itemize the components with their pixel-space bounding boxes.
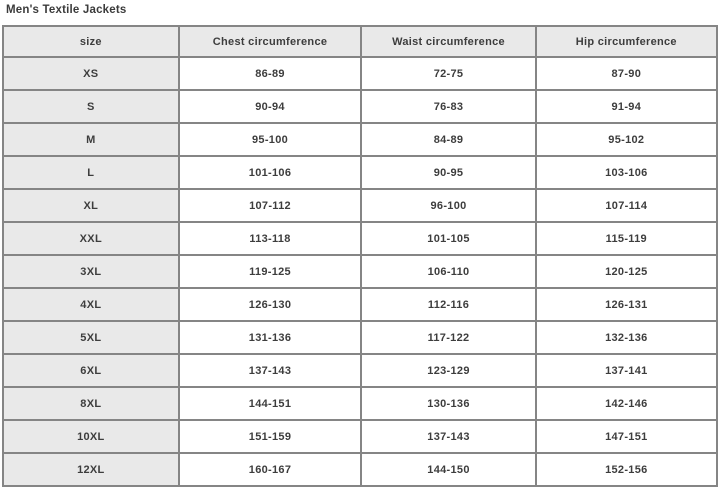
hip-cell: 126-131 xyxy=(534,287,719,322)
table-row: 10XL 151-159 137-143 147-151 xyxy=(2,419,719,454)
size-cell: 5XL xyxy=(2,320,180,355)
page-title: Men's Textile Jackets xyxy=(6,4,127,16)
table-row: 12XL 160-167 144-150 152-156 xyxy=(2,452,719,487)
waist-cell: 130-136 xyxy=(360,386,537,421)
table-header: size Chest circumference Waist circumfer… xyxy=(2,25,719,58)
waist-cell: 84-89 xyxy=(360,122,537,157)
size-cell: 8XL xyxy=(2,386,180,421)
table-row: XS 86-89 72-75 87-90 xyxy=(2,56,719,91)
size-cell: 10XL xyxy=(2,419,180,454)
waist-cell: 72-75 xyxy=(360,56,537,91)
chest-cell: 119-125 xyxy=(177,254,363,289)
table-row: 4XL 126-130 112-116 126-131 xyxy=(2,287,719,322)
waist-cell: 123-129 xyxy=(360,353,537,388)
waist-cell: 96-100 xyxy=(360,188,537,223)
table-row: 6XL 137-143 123-129 137-141 xyxy=(2,353,719,388)
hip-cell: 137-141 xyxy=(534,353,719,388)
chest-cell: 113-118 xyxy=(177,221,363,256)
hip-cell: 147-151 xyxy=(534,419,719,454)
chest-cell: 126-130 xyxy=(177,287,363,322)
chest-cell: 90-94 xyxy=(177,89,363,124)
table-row: S 90-94 76-83 91-94 xyxy=(2,89,719,124)
column-header-chest: Chest circumference xyxy=(177,25,363,58)
hip-cell: 107-114 xyxy=(534,188,719,223)
chest-cell: 137-143 xyxy=(177,353,363,388)
size-cell: M xyxy=(2,122,180,157)
size-cell: 4XL xyxy=(2,287,180,322)
hip-cell: 132-136 xyxy=(534,320,719,355)
table-body: XS 86-89 72-75 87-90 S 90-94 76-83 91-94 M 95-100… xyxy=(2,56,719,487)
size-cell: XS xyxy=(2,56,180,91)
table-row: 5XL 131-136 117-122 132-136 xyxy=(2,320,719,355)
size-cell: 3XL xyxy=(2,254,180,289)
table-row: 3XL 119-125 106-110 120-125 xyxy=(2,254,719,289)
chest-cell: 101-106 xyxy=(177,155,363,190)
chest-cell: 107-112 xyxy=(177,188,363,223)
waist-cell: 76-83 xyxy=(360,89,537,124)
waist-cell: 137-143 xyxy=(360,419,537,454)
size-cell: L xyxy=(2,155,180,190)
chest-cell: 95-100 xyxy=(177,122,363,157)
hip-cell: 115-119 xyxy=(534,221,719,256)
chest-cell: 131-136 xyxy=(177,320,363,355)
size-chart-table: size Chest circumference Waist circumfer… xyxy=(2,25,719,487)
chest-cell: 86-89 xyxy=(177,56,363,91)
hip-cell: 103-106 xyxy=(534,155,719,190)
table-row: M 95-100 84-89 95-102 xyxy=(2,122,719,157)
header-row: size Chest circumference Waist circumfer… xyxy=(2,25,719,58)
column-header-waist: Waist circumference xyxy=(360,25,537,58)
chest-cell: 151-159 xyxy=(177,419,363,454)
table-row: 8XL 144-151 130-136 142-146 xyxy=(2,386,719,421)
size-cell: S xyxy=(2,89,180,124)
table-row: XXL 113-118 101-105 115-119 xyxy=(2,221,719,256)
size-cell: XXL xyxy=(2,221,180,256)
hip-cell: 120-125 xyxy=(534,254,719,289)
table-row: L 101-106 90-95 103-106 xyxy=(2,155,719,190)
waist-cell: 117-122 xyxy=(360,320,537,355)
waist-cell: 90-95 xyxy=(360,155,537,190)
waist-cell: 101-105 xyxy=(360,221,537,256)
hip-cell: 142-146 xyxy=(534,386,719,421)
waist-cell: 106-110 xyxy=(360,254,537,289)
size-cell: 6XL xyxy=(2,353,180,388)
waist-cell: 144-150 xyxy=(360,452,537,487)
chest-cell: 160-167 xyxy=(177,452,363,487)
size-cell: XL xyxy=(2,188,180,223)
waist-cell: 112-116 xyxy=(360,287,537,322)
size-cell: 12XL xyxy=(2,452,180,487)
hip-cell: 87-90 xyxy=(534,56,719,91)
hip-cell: 91-94 xyxy=(534,89,719,124)
table-row: XL 107-112 96-100 107-114 xyxy=(2,188,719,223)
chest-cell: 144-151 xyxy=(177,386,363,421)
hip-cell: 152-156 xyxy=(534,452,719,487)
column-header-hip: Hip circumference xyxy=(534,25,719,58)
hip-cell: 95-102 xyxy=(534,122,719,157)
column-header-size: size xyxy=(2,25,180,58)
